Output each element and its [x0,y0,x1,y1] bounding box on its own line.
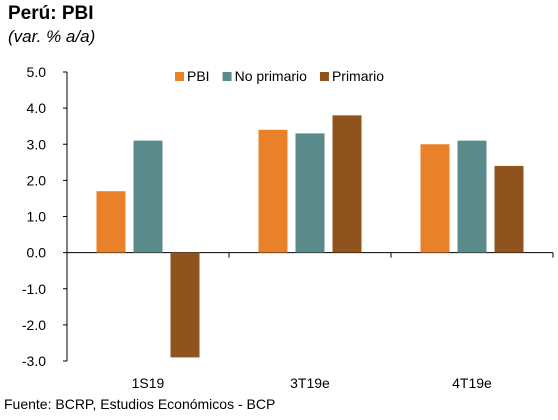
y-tick-label: 0.0 [27,245,47,261]
bar-no-primario-1s19 [133,140,163,253]
x-tick-label: 4T19e [452,375,492,391]
chart-subtitle: (var. % a/a) [8,27,96,46]
legend-swatch-pbi [175,72,184,81]
chart-source: Fuente: BCRP, Estudios Económicos - BCP [4,396,276,412]
y-tick-label: 3.0 [27,136,47,152]
y-tick-label: 1.0 [27,209,47,225]
bar-no-primario-3t19e [295,133,325,253]
bar-no-primario-4t19e [457,140,487,253]
x-tick-label: 3T19e [290,375,330,391]
x-tick-label: 1S19 [132,375,165,391]
bar-pbi-4t19e [420,144,450,253]
legend-swatch-no-primario [222,72,232,81]
bar-pbi-3t19e [258,129,288,253]
bar-pbi-1s19 [96,191,126,253]
y-tick-label: -3.0 [22,353,46,369]
legend-label-primario: Primario [332,68,384,84]
y-tick-label: -1.0 [22,281,46,297]
y-tick-label: 4.0 [27,100,47,116]
y-tick-label: 2.0 [27,172,47,188]
bar-primario-3t19e [332,115,362,253]
chart-title: Perú: PBI [8,3,94,24]
y-tick-label: 5.0 [27,64,47,80]
bar-primario-1s19 [170,252,200,358]
y-tick-label: -2.0 [22,317,46,333]
legend-label-pbi: PBI [187,68,210,84]
bar-primario-4t19e [494,165,524,253]
legend-swatch-primario [319,72,329,81]
legend-label-no-primario: No primario [235,68,308,84]
